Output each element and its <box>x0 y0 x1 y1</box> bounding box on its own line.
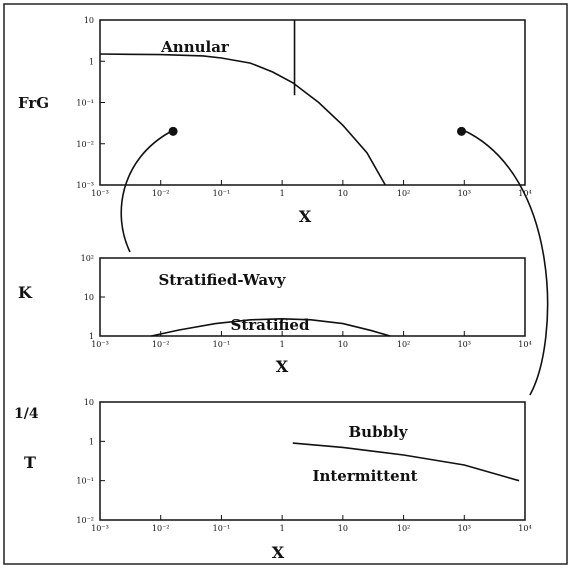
x-tick-label: 1 <box>280 189 285 198</box>
x-tick-label: 10² <box>397 524 410 533</box>
panel-3-xlabel: X <box>272 543 285 562</box>
y-tick-label: 1 <box>89 332 94 341</box>
region-label-intermittent: Intermittent <box>312 467 417 485</box>
x-tick-label: 10⁻³ <box>91 340 109 349</box>
y-tick-label: 10⁻³ <box>76 181 94 190</box>
marker-left <box>168 126 178 136</box>
marker-right <box>457 126 467 136</box>
x-tick-label: 10⁻² <box>152 524 170 533</box>
y-tick-label: 10⁻² <box>76 516 94 525</box>
region-label-annular: Annular <box>160 38 230 56</box>
y-tick-label: 10⁻¹ <box>76 477 94 486</box>
y-tick-label: 10 <box>84 398 94 407</box>
region-label-stratified-wavy: Stratified-Wavy <box>158 271 286 289</box>
annular-boundary-curve <box>99 53 386 186</box>
x-tick-label: 10⁻¹ <box>213 189 231 198</box>
panel-1-xlabel: X <box>299 207 312 226</box>
y-tick-label: 10 <box>84 293 94 302</box>
panel-3-ylabel-prefix: 1/4 <box>14 406 39 422</box>
y-tick-label: 10² <box>81 254 94 263</box>
panel-2-frame <box>99 257 526 337</box>
panel-3-frame <box>99 401 526 521</box>
x-tick-label: 10 <box>338 340 348 349</box>
stratified-boundary-curve <box>151 317 391 337</box>
panel-stratified: K X Stratified-Wavy Stratified 11010²10⁻… <box>18 254 532 376</box>
x-tick-label: 10⁻¹ <box>213 340 231 349</box>
x-tick-label: 10⁻¹ <box>213 524 231 533</box>
panel-annular: FrG X Annular 10⁻³ 10⁻² 10⁻¹ 1 10 10⁻³ 10⁻² 10⁻… <box>18 16 532 226</box>
x-tick-label: 1 <box>280 524 285 533</box>
x-tick-label: 10⁴ <box>518 340 531 349</box>
x-tick-label: 10³ <box>458 340 471 349</box>
x-tick-label: 10³ <box>458 189 471 198</box>
x-tick-label: 10⁻³ <box>91 189 109 198</box>
y-tick-label: 10⁻¹ <box>76 99 94 108</box>
y-tick-label: 1 <box>89 57 94 66</box>
connector-arc-left <box>120 131 171 253</box>
panel-2-ylabel: K <box>18 283 33 302</box>
figure-border <box>3 3 568 565</box>
panel-3-ylabel: T <box>24 453 36 472</box>
x-tick-label: 10⁻³ <box>91 524 109 533</box>
region-label-bubbly: Bubbly <box>349 423 409 441</box>
y-tick-label: 10 <box>84 16 94 25</box>
x-tick-label: 10³ <box>458 524 471 533</box>
x-tick-label: 10² <box>397 340 410 349</box>
panel-bubbly-intermittent: 1/4 T X Bubbly Intermittent 10⁻² 10⁻¹ 1 10 1… <box>14 398 532 562</box>
panel-1-ylabel: FrG <box>18 94 49 112</box>
x-tick-label: 10 <box>338 524 348 533</box>
x-tick-label: 10⁻² <box>152 340 170 349</box>
bubbly-intermittent-boundary-curve <box>292 442 520 482</box>
y-tick-label: 10⁻² <box>76 140 94 149</box>
panel-2-xlabel: X <box>276 357 289 376</box>
x-tick-label: 10⁻² <box>152 189 170 198</box>
y-tick-label: 1 <box>89 437 94 446</box>
x-tick-label: 10⁴ <box>518 524 531 533</box>
x-tick-label: 10 <box>338 189 348 198</box>
x-tick-label: 1 <box>280 340 285 349</box>
connector-arc-right <box>462 129 549 396</box>
x-tick-label: 10² <box>397 189 410 198</box>
